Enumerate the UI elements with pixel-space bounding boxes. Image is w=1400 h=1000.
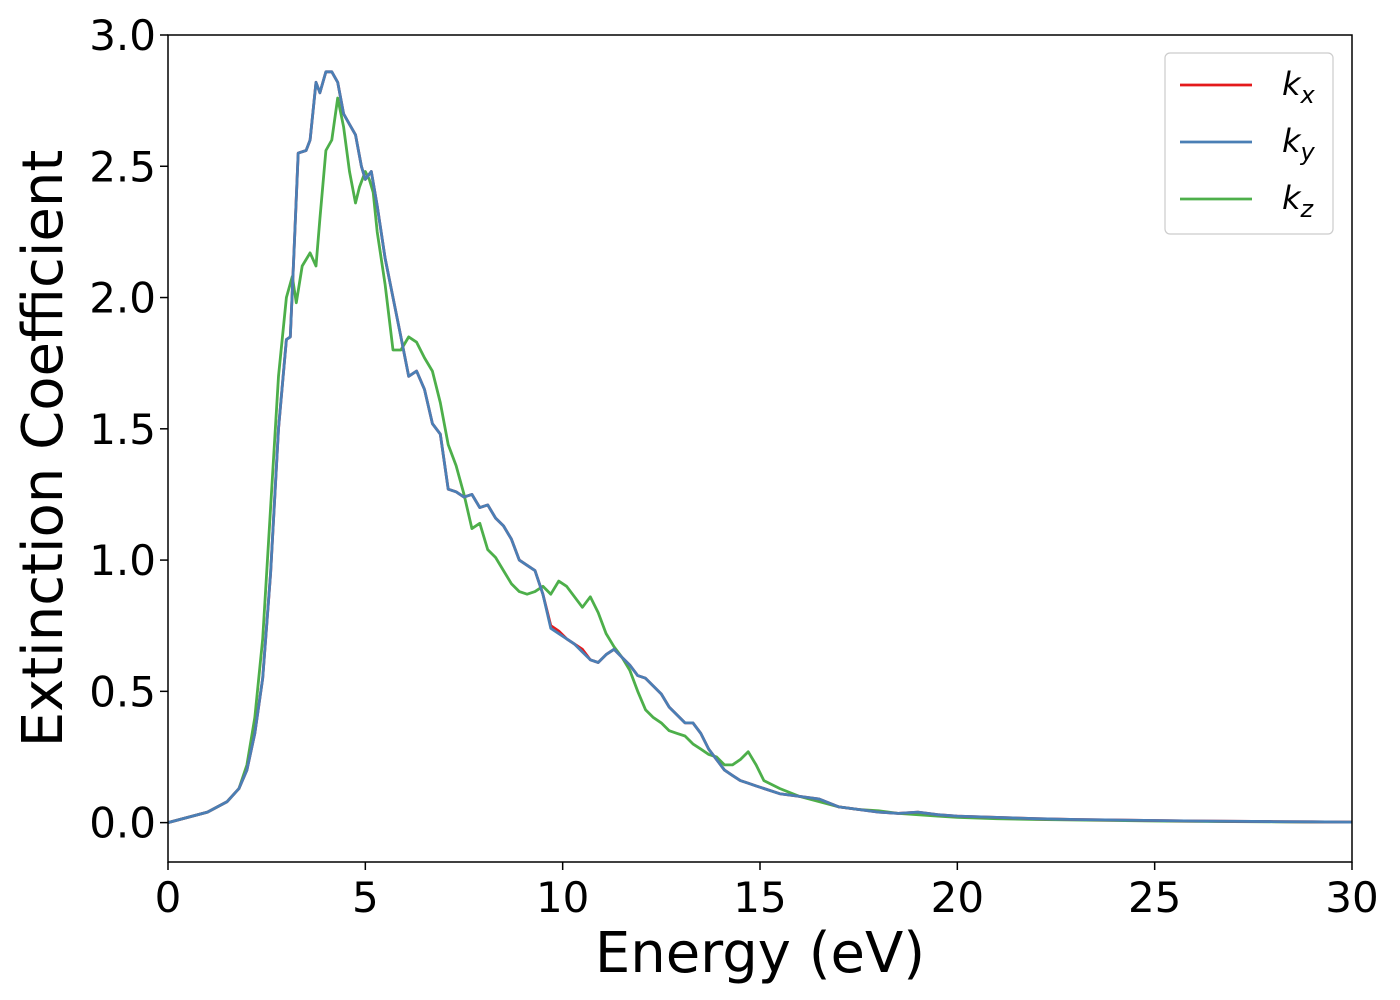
y-tick-label: 1.5 — [89, 405, 156, 454]
y-tick-label: 0.5 — [89, 667, 156, 716]
legend-box — [1164, 52, 1334, 235]
legend-label-ky: ky — [1282, 122, 1316, 166]
legend: kx ky kz — [1164, 52, 1334, 235]
y-tick-label: 2.5 — [89, 142, 156, 191]
series-layer — [168, 70, 1352, 824]
y-tick-label: 0.0 — [89, 799, 156, 848]
y-axis-title: Extinction Coefficient — [11, 150, 76, 748]
series-line-ky — [168, 70, 1352, 824]
x-tick-label: 5 — [352, 873, 379, 922]
y-tick-label: 2.0 — [89, 274, 156, 323]
x-axis: 0 5 10 15 20 25 30 — [155, 862, 1379, 922]
x-tick-label: 10 — [536, 873, 589, 922]
legend-label-kz: kz — [1282, 179, 1315, 223]
y-axis: 0.0 0.5 1.0 1.5 2.0 2.5 3.0 — [89, 11, 168, 848]
y-tick-label: 3.0 — [89, 11, 156, 60]
x-tick-label: 25 — [1128, 873, 1181, 922]
x-tick-label: 30 — [1325, 873, 1378, 922]
x-tick-label: 0 — [155, 873, 182, 922]
legend-label-kx: kx — [1282, 65, 1316, 109]
x-axis-title: Energy (eV) — [595, 921, 925, 986]
x-tick-label: 15 — [733, 873, 786, 922]
x-tick-label: 20 — [931, 873, 984, 922]
y-tick-label: 1.0 — [89, 536, 156, 585]
